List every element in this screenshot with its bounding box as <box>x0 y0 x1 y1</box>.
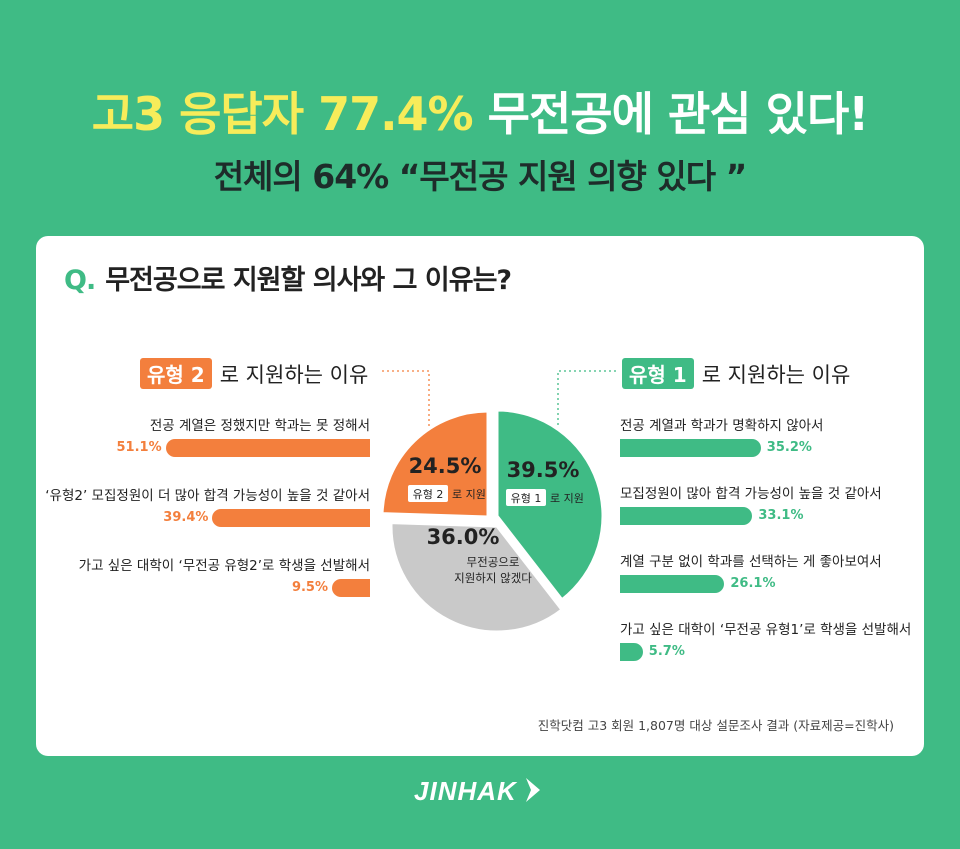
pie-slice-tag: 유형 2 로 지원 <box>408 485 486 502</box>
bar <box>620 507 753 525</box>
pie-tag-suffix: 로 지원 <box>550 492 584 505</box>
pie-percent-label: 24.5% <box>409 454 482 478</box>
headline-highlight: 고3 응답자 77.4% <box>91 87 474 141</box>
bar <box>165 439 370 457</box>
pie-tag-text: 유형 1 <box>511 492 542 505</box>
type1-title-text: 로 지원하는 이유 <box>701 362 851 387</box>
bar-category-label: 전공 계열은 정했지만 학과는 못 정해서 <box>149 418 370 434</box>
bar-value-label: 35.2% <box>766 440 812 455</box>
type1-reasons-title: 유형 1 로 지원하는 이유 <box>622 358 850 389</box>
pie-tag-box <box>408 485 448 502</box>
bar-category-label: 모집정원이 많아 합격 가능성이 높을 것 같아서 <box>620 486 882 502</box>
pie-slice-label: 무전공으로 <box>467 555 520 569</box>
bar-category-label: ‘유형2’ 모집정원이 더 많아 합격 가능성이 높을 것 같아서 <box>45 488 370 504</box>
type2-reasons-title: 유형 2 로 지원하는 이유 <box>140 358 368 389</box>
bar <box>620 439 761 457</box>
bar-value-label: 5.7% <box>648 644 685 659</box>
bar-value-label: 51.1% <box>116 440 162 455</box>
type2-title-text: 로 지원하는 이유 <box>219 362 369 387</box>
bar <box>620 575 725 593</box>
pie-slice-tag: 유형 1 로 지원 <box>506 489 584 506</box>
type1-connector-line <box>557 370 616 426</box>
bar <box>620 643 643 661</box>
logo-text: JINHAK <box>414 776 517 806</box>
subheadline: 전체의 64% “무전공 지원 의향 있다 ” <box>213 157 748 196</box>
pie-tag-suffix: 로 지원 <box>452 488 486 501</box>
question-title: Q. 무전공으로 지원할 의사와 그 이유는? <box>64 258 512 297</box>
bar-category-label: 계열 구분 없이 학과를 선택하는 게 좋아보여서 <box>620 554 882 570</box>
bar-category-label: 가고 싶은 대학이 ‘무전공 유형2’로 학생을 선발해서 <box>78 558 370 574</box>
bar <box>212 509 370 527</box>
bar <box>332 579 370 597</box>
type2-connector-line <box>382 370 430 426</box>
bar-value-label: 9.5% <box>291 580 328 595</box>
pie-percent-label: 36.0% <box>427 525 500 549</box>
pie-slice <box>389 521 565 634</box>
headline-rest: 무전공에 관심 있다! <box>487 87 870 141</box>
survey-card: Q. 무전공으로 지원할 의사와 그 이유는? 유형 2 로 지원하는 이유 유형… <box>36 236 924 756</box>
pie-percent-label: 39.5% <box>507 458 580 482</box>
type2-tag: 유형 2 <box>140 358 212 389</box>
pie-tag-box <box>506 489 546 506</box>
bar-value-label: 26.1% <box>730 576 776 591</box>
pie-tag-text: 유형 2 <box>413 488 444 501</box>
type1-tag: 유형 1 <box>622 358 694 389</box>
headline: 고3 응답자 77.4% 무전공에 관심 있다! <box>0 78 960 144</box>
bar-category-label: 전공 계열과 학과가 명확하지 않아서 <box>620 418 824 434</box>
question-text: 무전공으로 지원할 의사와 그 이유는? <box>105 265 512 296</box>
source-note: 진학닷컴 고3 회원 1,807명 대상 설문조사 결과 (자료제공=진학사) <box>537 718 894 733</box>
pie-slice-label: 지원하지 않겠다 <box>454 571 532 585</box>
bar-value-label: 33.1% <box>758 508 804 523</box>
question-mark: Q. <box>64 265 96 296</box>
bar-category-label: 가고 싶은 대학이 ‘무전공 유형1’로 학생을 선발해서 <box>620 622 912 638</box>
chevron-right-icon <box>525 778 540 802</box>
bar-value-label: 39.4% <box>163 510 209 525</box>
pie-slice <box>495 408 605 602</box>
logo: JINHAK <box>0 776 960 807</box>
